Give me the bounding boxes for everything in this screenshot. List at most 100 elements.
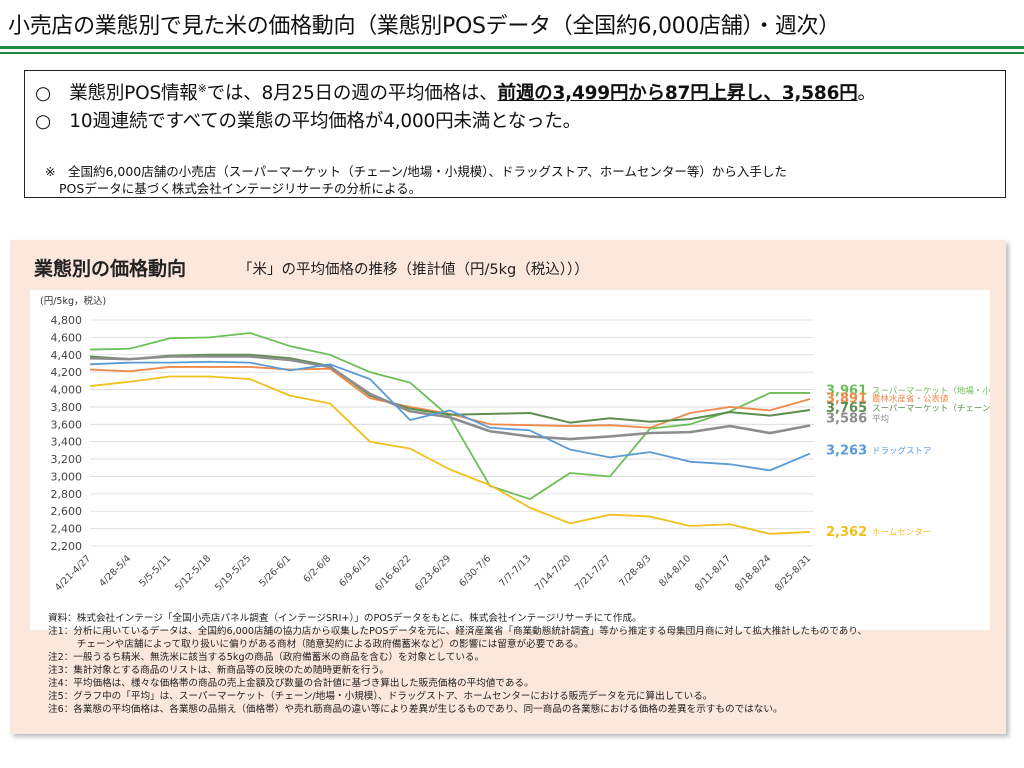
data-point xyxy=(689,423,691,425)
x-tick-label: 8/11-8/17 xyxy=(693,553,733,593)
data-point xyxy=(369,378,371,380)
data-point xyxy=(209,375,211,377)
footnote-line: 注2：一般うるち精米、無洗米に該当する5kgの商品（政府備蓄米の商品を含む）を対… xyxy=(48,652,485,663)
data-point xyxy=(729,406,731,408)
x-tick-label: 6/30-7/6 xyxy=(457,553,493,589)
data-point xyxy=(609,435,611,437)
data-point xyxy=(689,431,691,433)
line-chart: (円/5kg，税込) 4,800 4,600 4,400 4,200 4,000 3,800… xyxy=(40,295,1016,594)
data-point xyxy=(249,355,251,357)
x-tick-label: 6/2-6/8 xyxy=(301,553,333,585)
data-point xyxy=(329,366,331,368)
data-point xyxy=(809,452,811,454)
data-point xyxy=(289,369,291,371)
series-end-value: 3,263 xyxy=(826,444,867,459)
data-point xyxy=(129,370,131,372)
series-end-value: 3,891 xyxy=(826,391,867,406)
data-point xyxy=(89,357,91,359)
data-point xyxy=(449,416,451,418)
x-tick-label: 7/28-8/3 xyxy=(617,553,653,589)
summary-note-2: POSデータに基づく株式会社インテージリサーチの分析による。 xyxy=(59,181,422,196)
y-tick-label: 3,800 xyxy=(51,401,83,414)
data-point xyxy=(569,425,571,427)
data-point xyxy=(689,525,691,527)
data-point xyxy=(649,427,651,429)
x-tick-label: 6/9-6/15 xyxy=(337,553,373,589)
data-point xyxy=(89,348,91,350)
x-tick-label: 6/16-6/22 xyxy=(373,553,413,593)
data-point xyxy=(489,484,491,486)
y-tick-label: 2,800 xyxy=(51,488,83,501)
data-point xyxy=(649,432,651,434)
data-point xyxy=(529,507,531,509)
data-point xyxy=(409,381,411,383)
data-point xyxy=(209,336,211,338)
data-point xyxy=(569,522,571,524)
footnote-line: 注4：平均価格は、様々な価格帯の商品の売上金額及び数量の合計値に基づき算出した販… xyxy=(48,678,534,689)
series-name-label: ドラッグストア xyxy=(872,446,932,457)
data-point xyxy=(129,361,131,363)
data-point xyxy=(449,414,451,416)
data-point xyxy=(809,531,811,533)
panel-title: 業態別の価格動向 xyxy=(34,258,187,280)
title-divider-secondary xyxy=(0,52,1024,54)
data-point xyxy=(489,427,491,429)
data-point xyxy=(769,392,771,394)
footnotes: 資料：株式会社インテージ「全国小売店パネル調査（インテージSRI+）」のPOSデ… xyxy=(48,612,867,716)
data-point xyxy=(769,533,771,535)
summary-line-2: ○ 10週連続ですべての業態の平均価格が4,000円未満となった。 xyxy=(35,111,581,132)
data-point xyxy=(689,460,691,462)
data-point xyxy=(569,448,571,450)
series-line xyxy=(89,360,811,472)
data-point xyxy=(409,447,411,449)
data-point xyxy=(409,419,411,421)
data-point xyxy=(169,337,171,339)
series-line xyxy=(89,353,811,424)
data-point xyxy=(169,355,171,357)
x-tick-label: 5/5-5/11 xyxy=(137,553,173,589)
series-line xyxy=(89,375,811,535)
summary-mark: ※ xyxy=(197,81,207,95)
data-point xyxy=(329,402,331,404)
data-point xyxy=(249,332,251,334)
x-tick-label: 4/28-5/4 xyxy=(97,553,133,589)
data-point xyxy=(769,414,771,416)
y-tick-label: 4,800 xyxy=(51,314,83,327)
data-point xyxy=(129,347,131,349)
data-point xyxy=(169,361,171,363)
series-name-label: スーパーマーケット（チェーン） xyxy=(872,403,990,414)
series-name-label: スーパーマーケット（地場・小規模） xyxy=(872,386,990,397)
data-point xyxy=(209,355,211,357)
data-point xyxy=(809,392,811,394)
data-point xyxy=(169,375,171,377)
panel-subtitle: 「米」の平均価格の推移（推計値（円/5kg（税込））） xyxy=(238,262,589,278)
title-divider xyxy=(0,46,1024,49)
y-tick-label: 3,000 xyxy=(51,470,83,483)
y-tick-label: 4,200 xyxy=(51,366,83,379)
page-title: 小売店の業態別で見た米の価格動向（業態別POSデータ（全国約6,000店舗）・週… xyxy=(8,14,840,39)
data-point xyxy=(569,472,571,474)
x-tick-label: 5/19-5/25 xyxy=(213,553,253,593)
data-point xyxy=(769,432,771,434)
footnote-line: 注6：各業態の平均価格は、各業態の品揃え（価格帯）や売れ筋商品の違い等により差異… xyxy=(48,704,783,715)
data-point xyxy=(369,397,371,399)
data-point xyxy=(569,438,571,440)
data-point xyxy=(769,409,771,411)
data-point xyxy=(89,368,91,370)
x-tick-label: 8/18-8/24 xyxy=(733,553,773,593)
y-tick-label: 3,200 xyxy=(51,453,83,466)
data-point xyxy=(369,440,371,442)
series-end-value: 3,586 xyxy=(826,411,867,426)
data-point xyxy=(529,429,531,431)
data-point xyxy=(129,358,131,360)
x-tick-label: 6/23-6/29 xyxy=(413,553,453,593)
x-tick-label: 4/21-4/27 xyxy=(53,553,93,593)
data-point xyxy=(289,359,291,361)
data-point xyxy=(129,381,131,383)
data-point xyxy=(529,412,531,414)
series-name-label: 平均 xyxy=(872,413,889,424)
x-tick-label: 7/21-7/27 xyxy=(573,553,613,593)
data-point xyxy=(729,463,731,465)
y-tick-label: 2,400 xyxy=(51,523,83,536)
data-point xyxy=(729,425,731,427)
